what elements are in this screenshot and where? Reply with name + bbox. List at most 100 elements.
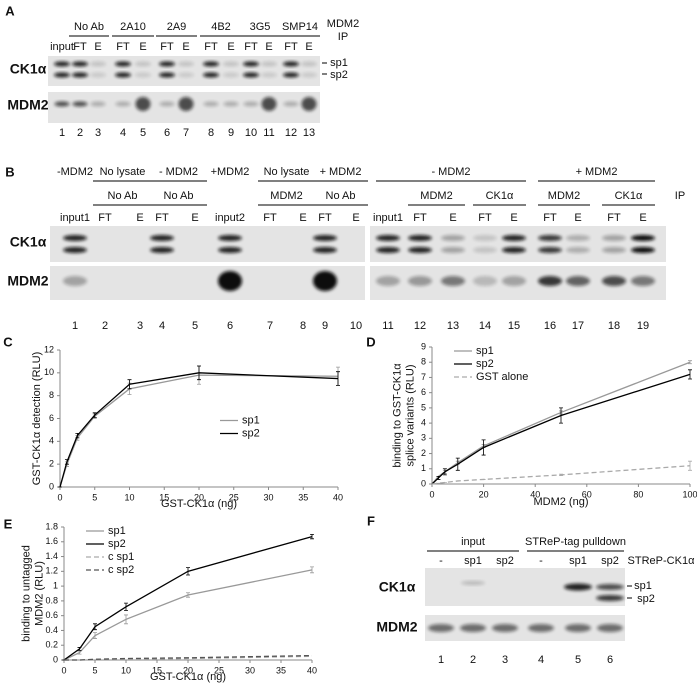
band bbox=[135, 61, 151, 67]
x-tick-label: 20 bbox=[479, 489, 489, 499]
legend-label: GST alone bbox=[476, 371, 528, 383]
lane-number: 11 bbox=[263, 127, 274, 139]
lane-number: 10 bbox=[350, 320, 362, 332]
ip-group-label: No Ab bbox=[326, 190, 356, 202]
lane-label: E bbox=[191, 212, 198, 224]
group-label: STReP-tag pulldown bbox=[525, 536, 626, 548]
y-tick-label: 0.4 bbox=[45, 625, 58, 635]
lane-label: sp2 bbox=[496, 555, 514, 567]
lane-label: FT bbox=[607, 212, 621, 224]
lane-label: input1 bbox=[373, 212, 403, 224]
lane-label: E bbox=[94, 41, 101, 53]
band bbox=[54, 72, 70, 78]
lane-number: 9 bbox=[228, 127, 234, 139]
x-tick-label: 0 bbox=[61, 665, 66, 675]
band bbox=[631, 276, 655, 286]
band bbox=[566, 235, 590, 241]
band bbox=[441, 247, 465, 253]
band bbox=[408, 235, 432, 241]
band bbox=[72, 101, 88, 107]
band bbox=[261, 72, 277, 78]
x-tick-label: 40 bbox=[307, 665, 317, 675]
band bbox=[223, 72, 239, 78]
lane-label: FT bbox=[244, 41, 258, 53]
lane-label: FT bbox=[155, 212, 169, 224]
band bbox=[602, 276, 626, 286]
lane-label: sp1 bbox=[569, 555, 587, 567]
y-tick-label: 1.2 bbox=[45, 566, 58, 576]
band bbox=[528, 624, 554, 632]
error-bar bbox=[93, 623, 97, 631]
band-label: sp2 bbox=[637, 593, 655, 605]
band bbox=[54, 61, 70, 67]
error-bar bbox=[688, 460, 692, 471]
band bbox=[283, 72, 299, 78]
band bbox=[135, 97, 151, 111]
band bbox=[115, 72, 131, 78]
y-tick-label: 4 bbox=[421, 417, 426, 427]
lane-number: 2 bbox=[102, 320, 108, 332]
band bbox=[441, 235, 465, 241]
lane-number: 14 bbox=[479, 320, 491, 332]
error-bar bbox=[75, 432, 80, 439]
band bbox=[218, 235, 242, 241]
lane-label: input2 bbox=[215, 212, 245, 224]
band bbox=[261, 97, 277, 111]
lane-label: FT bbox=[284, 41, 298, 53]
x-tick-label: 10 bbox=[121, 665, 131, 675]
y-axis-label: splice variants (RLU) bbox=[404, 364, 416, 466]
lane-number: 5 bbox=[192, 320, 198, 332]
group-label: 2A10 bbox=[120, 21, 146, 33]
group-label: input bbox=[461, 536, 485, 548]
lane-label: E bbox=[574, 212, 581, 224]
band bbox=[63, 235, 87, 241]
y-tick-label: 8 bbox=[49, 390, 54, 400]
y-tick-label: 12 bbox=[44, 344, 54, 354]
blot bbox=[50, 226, 365, 262]
lane-number: 3 bbox=[137, 320, 143, 332]
ip-group-label: MDM2 bbox=[420, 190, 452, 202]
band bbox=[301, 72, 317, 78]
band bbox=[502, 247, 526, 253]
band bbox=[54, 101, 70, 107]
lane-label: - bbox=[439, 555, 443, 567]
x-tick-label: 0 bbox=[57, 492, 62, 502]
blot bbox=[425, 615, 625, 641]
lane-label: FT bbox=[116, 41, 130, 53]
error-bar bbox=[336, 371, 340, 386]
error-bar bbox=[186, 592, 190, 598]
series-line bbox=[63, 569, 313, 661]
band bbox=[408, 247, 432, 253]
band bbox=[301, 97, 317, 111]
lane-label: E bbox=[299, 212, 306, 224]
band bbox=[565, 624, 591, 632]
band bbox=[596, 595, 624, 601]
construct-label: STReP-CK1α bbox=[628, 555, 696, 567]
group-label: SMP14 bbox=[282, 21, 318, 33]
lane-label: - bbox=[539, 555, 543, 567]
lane-number: 10 bbox=[245, 127, 257, 139]
band bbox=[408, 276, 432, 286]
band bbox=[441, 276, 465, 286]
band bbox=[243, 101, 259, 107]
legend-label: c sp2 bbox=[108, 564, 134, 576]
y-tick-label: 0.2 bbox=[45, 640, 58, 650]
y-tick-label: 1.8 bbox=[45, 521, 58, 531]
row-label: MDM2 bbox=[376, 619, 417, 635]
y-tick-label: 6 bbox=[49, 413, 54, 423]
lane-number: 7 bbox=[183, 127, 189, 139]
series-line bbox=[431, 373, 691, 485]
band bbox=[428, 624, 454, 632]
lane-label: E bbox=[639, 212, 646, 224]
band bbox=[283, 101, 299, 107]
error-bar bbox=[124, 602, 128, 611]
band bbox=[564, 583, 592, 591]
lane-number: 4 bbox=[159, 320, 165, 332]
row-label: CK1α bbox=[10, 61, 47, 77]
condition-label: - MDM2 bbox=[159, 166, 198, 178]
lane-number: 7 bbox=[267, 320, 273, 332]
band bbox=[218, 271, 242, 291]
lane-number: 4 bbox=[120, 127, 126, 139]
y-tick-label: 5 bbox=[421, 402, 426, 412]
